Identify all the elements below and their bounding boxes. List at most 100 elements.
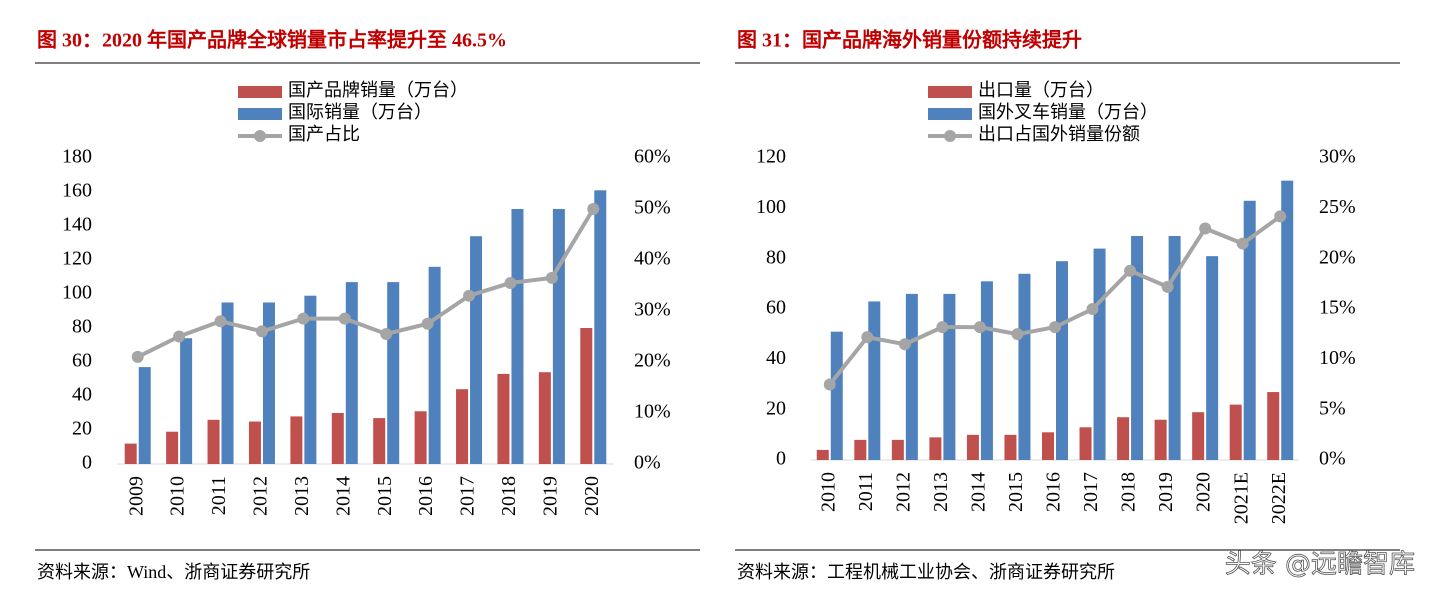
line-marker bbox=[823, 378, 836, 391]
y-tick-label: 20 bbox=[766, 397, 786, 419]
y-tick-label: 80 bbox=[766, 246, 786, 268]
x-tick-label: 2010 bbox=[817, 472, 839, 512]
line-marker bbox=[936, 321, 949, 334]
x-tick-label: 2015 bbox=[1005, 472, 1027, 512]
y2-tick-label: 30% bbox=[1319, 146, 1356, 168]
x-tick-label: 2016 bbox=[1043, 472, 1065, 512]
bar bbox=[854, 439, 867, 460]
bar bbox=[830, 331, 843, 460]
watermark: 头条 @远瞻智库 bbox=[1225, 550, 1415, 580]
bar bbox=[1004, 434, 1017, 460]
bar bbox=[1079, 427, 1092, 460]
x-tick-label: 2011 bbox=[855, 472, 877, 511]
y2-tick-label: 10% bbox=[1319, 347, 1356, 369]
y-tick-label: 60 bbox=[766, 297, 786, 319]
x-tick-label: 2020 bbox=[1193, 472, 1215, 512]
bar bbox=[373, 418, 386, 464]
legend-swatch bbox=[238, 108, 282, 120]
bar bbox=[1229, 404, 1242, 460]
y-tick-label: 120 bbox=[62, 248, 92, 270]
x-tick-label: 2017 bbox=[1080, 472, 1102, 512]
bar bbox=[1042, 432, 1054, 460]
bar bbox=[1093, 248, 1106, 460]
x-tick-label: 2009 bbox=[125, 476, 147, 516]
legend-label: 出口量（万台） bbox=[978, 80, 1104, 100]
bar bbox=[594, 190, 607, 465]
legend-marker bbox=[254, 130, 266, 142]
y-tick-label: 160 bbox=[62, 180, 92, 202]
y-tick-label: 60 bbox=[72, 350, 92, 372]
bar bbox=[943, 293, 956, 460]
x-tick-label: 2018 bbox=[498, 476, 520, 516]
y2-tick-label: 40% bbox=[634, 248, 671, 270]
bar bbox=[345, 282, 358, 464]
line-marker bbox=[861, 331, 874, 344]
legend-swatch bbox=[928, 108, 972, 120]
line-marker bbox=[1199, 222, 1212, 235]
bar bbox=[290, 416, 303, 464]
bar bbox=[456, 389, 469, 464]
legend-label: 国产占比 bbox=[288, 124, 360, 144]
y2-tick-label: 20% bbox=[1319, 246, 1356, 268]
legend-label: 出口占国外销量份额 bbox=[978, 124, 1140, 144]
source: 资料来源：工程机械工业协会、浙商证券研究所 bbox=[737, 562, 1115, 582]
legend-label: 国产品牌销量（万台） bbox=[288, 80, 468, 100]
y2-tick-label: 50% bbox=[634, 197, 671, 219]
bar bbox=[891, 439, 904, 460]
line-marker bbox=[380, 327, 393, 340]
line-marker bbox=[173, 330, 186, 343]
chart-title: 图 31：国产品牌海外销量份额持续提升 bbox=[737, 28, 1082, 52]
y-tick-label: 80 bbox=[72, 316, 92, 338]
bar bbox=[905, 293, 918, 460]
line-marker bbox=[1086, 303, 1099, 315]
y2-tick-label: 30% bbox=[634, 299, 671, 321]
y-tick-label: 100 bbox=[62, 282, 92, 304]
legend-swatch bbox=[928, 86, 972, 98]
legend-label: 国外叉车销量（万台） bbox=[978, 102, 1158, 122]
x-tick-label: 2019 bbox=[1155, 472, 1177, 512]
bar bbox=[511, 209, 524, 464]
bar bbox=[387, 282, 400, 464]
source: 资料来源：Wind、浙商证券研究所 bbox=[37, 562, 310, 582]
bar bbox=[1281, 180, 1294, 460]
y-tick-label: 0 bbox=[776, 448, 786, 470]
y2-tick-label: 0% bbox=[1319, 448, 1346, 470]
line-marker bbox=[545, 271, 558, 284]
x-tick-label: 2013 bbox=[930, 472, 952, 512]
legend-swatch bbox=[238, 86, 282, 98]
y2-tick-label: 0% bbox=[634, 452, 661, 474]
y2-tick-label: 10% bbox=[634, 401, 671, 423]
x-tick-label: 2013 bbox=[291, 476, 313, 516]
bar bbox=[980, 281, 993, 460]
bar bbox=[552, 209, 565, 464]
x-tick-label: 2016 bbox=[415, 476, 437, 516]
line-marker bbox=[1274, 210, 1287, 223]
bar bbox=[304, 295, 317, 464]
line-marker bbox=[1049, 321, 1061, 334]
line-marker bbox=[898, 338, 911, 351]
x-tick-label: 2014 bbox=[332, 476, 354, 516]
bar bbox=[138, 367, 151, 464]
bar bbox=[1154, 419, 1167, 460]
bar bbox=[1243, 200, 1256, 461]
x-tick-label: 2020 bbox=[581, 476, 603, 516]
bar bbox=[868, 301, 881, 460]
x-tick-label: 2010 bbox=[167, 476, 189, 516]
legend-label: 国际销量（万台） bbox=[288, 102, 432, 122]
bar bbox=[1267, 392, 1280, 460]
y-tick-label: 100 bbox=[756, 196, 786, 218]
y-tick-label: 120 bbox=[756, 146, 786, 168]
line bbox=[136, 207, 596, 359]
bar bbox=[470, 236, 483, 464]
bar bbox=[497, 373, 510, 464]
y-tick-label: 0 bbox=[82, 452, 92, 474]
line-marker bbox=[1161, 280, 1174, 293]
legend-marker bbox=[944, 130, 956, 142]
x-tick-label: 2019 bbox=[539, 476, 561, 516]
line-marker bbox=[131, 350, 144, 363]
line-marker bbox=[255, 325, 268, 338]
bar bbox=[966, 434, 979, 460]
bar bbox=[248, 421, 261, 464]
y-tick-label: 40 bbox=[72, 384, 92, 406]
